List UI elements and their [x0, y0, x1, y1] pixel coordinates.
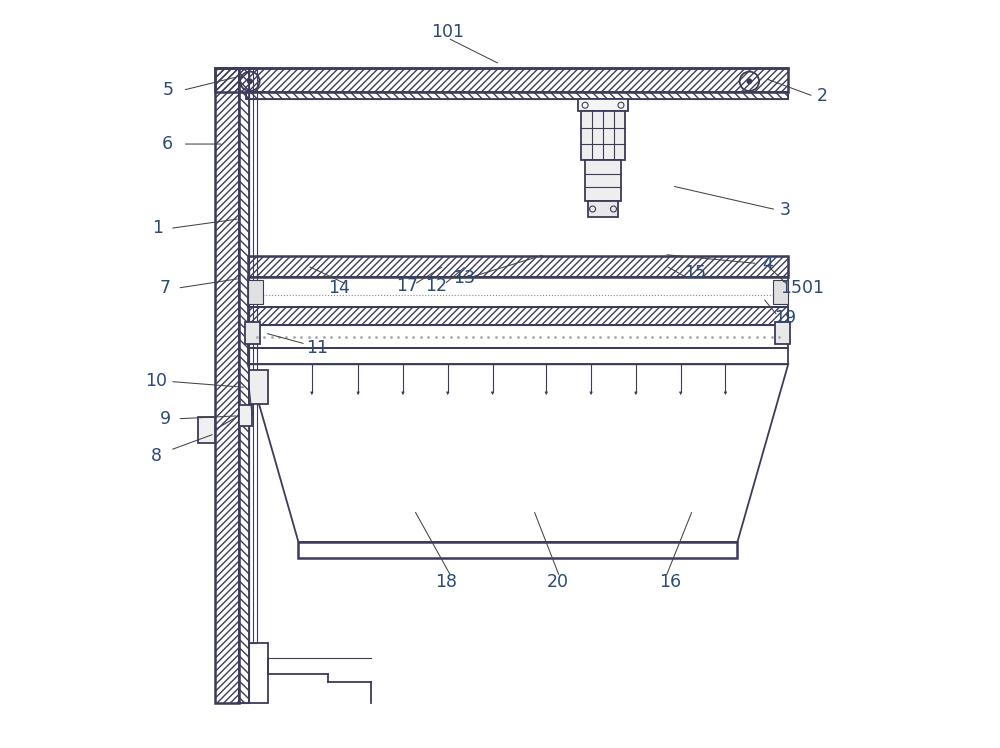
Text: 14: 14 — [329, 279, 350, 297]
Bar — [215, 68, 788, 92]
Text: 18: 18 — [435, 572, 457, 591]
Bar — [773, 280, 788, 304]
Text: 4: 4 — [762, 254, 773, 272]
Bar — [249, 643, 268, 702]
Bar — [239, 68, 249, 702]
Bar — [239, 405, 252, 426]
Bar — [215, 68, 239, 702]
Bar — [215, 68, 788, 92]
Circle shape — [747, 79, 752, 84]
Bar — [588, 200, 618, 217]
Circle shape — [248, 79, 252, 84]
Bar — [248, 307, 788, 325]
Bar — [585, 160, 621, 200]
Bar — [246, 92, 788, 99]
Bar — [775, 322, 790, 344]
Bar — [248, 280, 263, 304]
Text: 5: 5 — [162, 82, 173, 99]
Bar — [248, 307, 788, 325]
Text: 1: 1 — [153, 219, 164, 237]
Text: 3: 3 — [780, 200, 791, 218]
Text: 13: 13 — [453, 269, 475, 287]
Bar — [248, 256, 788, 277]
Bar — [248, 277, 788, 307]
Text: 9: 9 — [160, 410, 171, 428]
Bar — [198, 417, 215, 443]
Text: 6: 6 — [162, 135, 173, 153]
Text: 10: 10 — [146, 373, 168, 390]
Bar — [239, 68, 249, 702]
Bar — [249, 68, 257, 643]
Text: 15: 15 — [685, 264, 707, 282]
Text: 2: 2 — [817, 88, 828, 105]
Bar — [248, 325, 788, 348]
Text: 12: 12 — [426, 277, 448, 295]
Bar — [248, 348, 788, 364]
Text: 20: 20 — [547, 572, 569, 591]
Text: 1501: 1501 — [780, 279, 824, 297]
Bar — [245, 322, 260, 344]
Bar — [578, 99, 628, 111]
Text: 17: 17 — [396, 277, 418, 295]
Text: 7: 7 — [160, 279, 171, 297]
Bar — [298, 542, 737, 559]
Text: 19: 19 — [774, 309, 796, 327]
Bar — [246, 92, 788, 99]
Bar — [581, 111, 625, 160]
Bar — [249, 370, 268, 404]
Bar — [215, 68, 239, 702]
Bar — [248, 256, 788, 277]
Text: 101: 101 — [431, 23, 464, 41]
Text: 16: 16 — [659, 572, 681, 591]
Text: 11: 11 — [306, 339, 328, 357]
Text: 8: 8 — [151, 447, 162, 465]
